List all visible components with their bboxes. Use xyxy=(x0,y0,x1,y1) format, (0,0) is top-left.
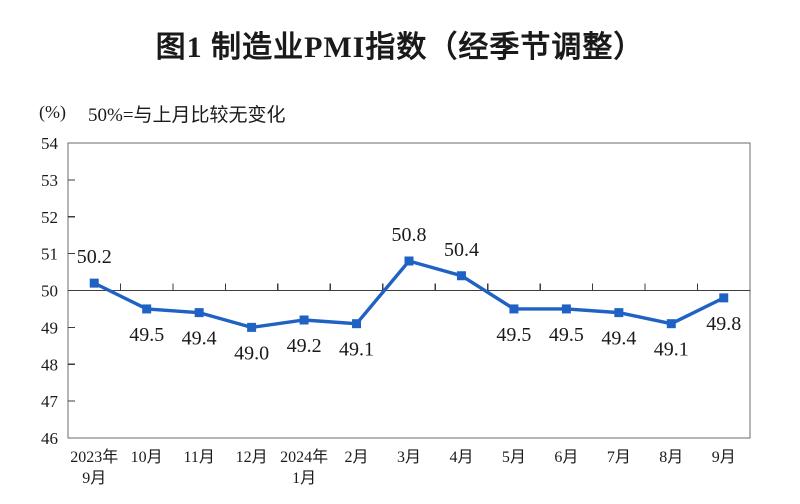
data-label: 50.4 xyxy=(444,239,479,261)
data-label: 49.4 xyxy=(601,328,636,350)
data-label: 49.2 xyxy=(287,335,322,357)
data-point-marker xyxy=(247,322,257,332)
data-label: 49.8 xyxy=(706,313,741,335)
x-tick-label: 7月 xyxy=(607,449,631,466)
data-label: 49.5 xyxy=(496,324,531,346)
data-point-marker xyxy=(614,308,624,318)
data-label: 49.0 xyxy=(234,342,269,364)
subtitle-row: (%) 50%=与上月比较无变化 xyxy=(0,100,800,126)
data-point-marker xyxy=(456,271,466,281)
y-tick-label: 52 xyxy=(41,208,58,227)
x-tick-label: 2月 xyxy=(345,449,369,466)
x-tick-label: 2024年 1月 xyxy=(280,448,328,487)
x-tick-label: 12月 xyxy=(236,449,268,466)
data-point-marker xyxy=(719,293,729,303)
x-tick-label: 8月 xyxy=(659,449,683,466)
y-tick-label: 47 xyxy=(41,392,59,411)
y-tick-label: 53 xyxy=(41,171,58,190)
data-point-marker xyxy=(194,308,204,318)
data-point-marker xyxy=(299,315,309,325)
data-label: 50.2 xyxy=(77,246,112,268)
y-tick-label: 54 xyxy=(41,134,59,153)
x-tick-label: 5月 xyxy=(502,449,526,466)
x-tick-label: 6月 xyxy=(554,449,578,466)
data-point-marker xyxy=(89,278,99,288)
y-tick-label: 51 xyxy=(41,245,58,264)
y-tick-label: 49 xyxy=(41,318,58,337)
x-tick-label: 3月 xyxy=(397,449,421,466)
data-point-marker xyxy=(561,304,571,314)
data-label: 49.1 xyxy=(654,339,689,361)
data-label: 49.4 xyxy=(182,328,217,350)
data-point-marker xyxy=(404,256,414,266)
data-point-marker xyxy=(352,319,362,329)
y-tick-label: 46 xyxy=(41,429,58,448)
data-label: 50.8 xyxy=(392,224,427,246)
data-label: 49.5 xyxy=(549,324,584,346)
x-tick-label: 2023年 9月 xyxy=(70,448,118,487)
y-tick-label: 48 xyxy=(41,355,58,374)
chart-title: 图1 制造业PMI指数（经季节调整） xyxy=(155,31,645,64)
data-point-marker xyxy=(509,304,519,314)
data-label: 49.1 xyxy=(339,339,374,361)
x-tick-label: 4月 xyxy=(449,449,473,466)
y-tick-label: 50 xyxy=(41,282,58,301)
x-tick-label: 9月 xyxy=(712,449,736,466)
data-point-marker xyxy=(666,319,676,329)
data-point-marker xyxy=(142,304,152,314)
y-axis-unit-label: (%) xyxy=(39,102,66,122)
x-tick-label: 11月 xyxy=(183,449,214,466)
reference-annotation: 50%=与上月比较无变化 xyxy=(88,105,286,126)
data-label: 49.5 xyxy=(129,324,164,346)
pmi-series-line xyxy=(93,259,725,330)
x-tick-label: 10月 xyxy=(131,449,163,466)
